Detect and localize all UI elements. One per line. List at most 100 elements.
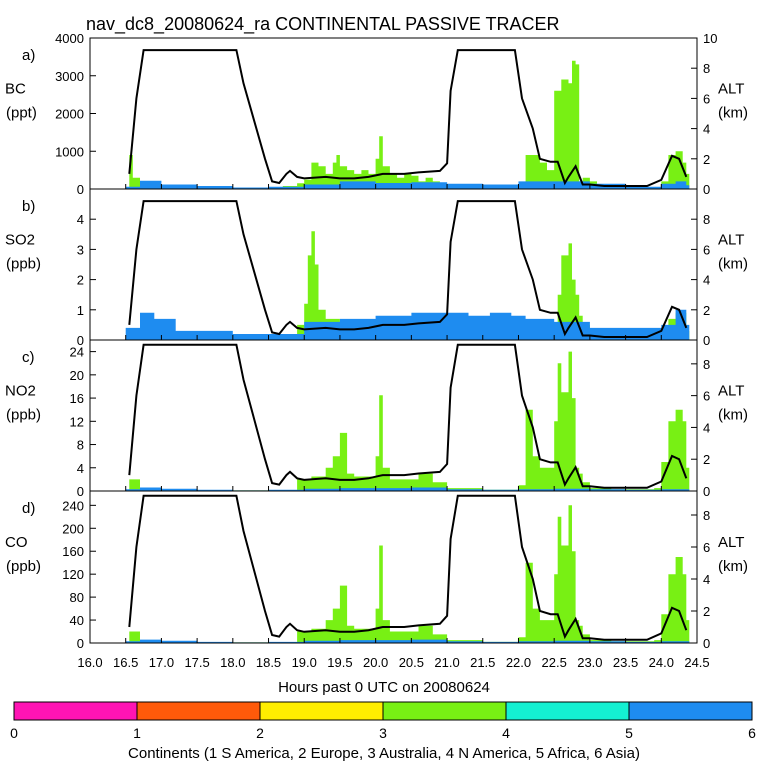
y-tick-label: 0	[77, 636, 84, 651]
y2-tick-label: 10	[703, 31, 717, 46]
altitude-line	[128, 494, 688, 641]
panel-letter: a)	[22, 47, 35, 64]
colorbar-swatch	[628, 701, 753, 721]
continent-colorbar: 0 1 2 3 4 5 6	[10, 701, 756, 741]
altitude-line	[128, 49, 688, 187]
panel-4: 0 40 80 120 160 200 240 0 2 4 6 8 d) CO (ppb) ALT (km)	[5, 490, 748, 651]
panel-letter: d)	[22, 500, 35, 517]
panel-1: 0 1000 2000 3000 4000 0 2 4 6 8 10 a) BC (ppt) ALT (km)	[5, 31, 748, 197]
x-tick-label: 23.0	[577, 655, 602, 670]
colorbar-swatch	[136, 701, 261, 721]
y2-axis-label: ALT	[718, 383, 744, 400]
colorbar-label: Continents (1 S America, 2 Europe, 3 Aus…	[128, 745, 640, 762]
y-tick-label: 24	[70, 345, 84, 360]
x-tick-label: 22.5	[542, 655, 567, 670]
y2-tick-label: 8	[703, 508, 710, 523]
y2-tick-label: 0	[703, 484, 710, 499]
y2-tick-label: 2	[703, 152, 710, 167]
y2-tick-label: 8	[703, 61, 710, 76]
y2-axis-units: (km)	[718, 558, 748, 575]
x-tick-label: 24.5	[684, 655, 709, 670]
y2-tick-label: 4	[703, 420, 710, 435]
y2-tick-label: 6	[703, 389, 710, 404]
y-tick-label: 240	[62, 498, 84, 513]
y-tick-label: 0	[77, 182, 84, 197]
x-axis: 16.0 16.5 17.0 17.5 18.0 18.5 19.0 19.5 20.0 20.5…	[77, 655, 709, 670]
y2-tick-label: 0	[703, 636, 710, 651]
x-tick-label: 18.0	[220, 655, 245, 670]
colorbar-tick-label: 2	[256, 725, 264, 741]
y-tick-label: 80	[70, 590, 84, 605]
y2-tick-label: 0	[703, 182, 710, 197]
series-area-asia	[125, 180, 690, 189]
y2-tick-label: 4	[703, 122, 710, 137]
x-tick-label: 21.5	[470, 655, 495, 670]
y2-tick-label: 6	[703, 242, 710, 257]
y-tick-label: 2000	[55, 107, 84, 122]
series-area-asia	[125, 639, 690, 643]
y-axis-units: (ppb)	[6, 407, 41, 424]
y-tick-label: 0	[77, 333, 84, 348]
x-tick-label: 22.0	[506, 655, 531, 670]
x-tick-label: 18.5	[256, 655, 281, 670]
y-tick-label: 4	[77, 461, 84, 476]
x-axis-label: Hours past 0 UTC on 20080624	[278, 679, 490, 696]
x-tick-label: 17.5	[184, 655, 209, 670]
colorbar-tick-label: 5	[625, 725, 633, 741]
y-tick-label: 120	[62, 567, 84, 582]
y-tick-label: 3	[77, 242, 84, 257]
y2-tick-label: 2	[703, 604, 710, 619]
y-tick-label: 8	[77, 438, 84, 453]
y-tick-label: 40	[70, 613, 84, 628]
y2-tick-label: 0	[703, 333, 710, 348]
colorbar-tick-label: 3	[379, 725, 387, 741]
y2-tick-label: 6	[703, 91, 710, 106]
y-tick-label: 0	[77, 484, 84, 499]
x-tick-label: 24.0	[649, 655, 674, 670]
x-tick-label: 20.5	[399, 655, 424, 670]
y-axis-units: (ppb)	[6, 558, 41, 575]
y2-tick-label: 6	[703, 540, 710, 555]
y-tick-label: 160	[62, 544, 84, 559]
x-tick-label: 19.0	[292, 655, 317, 670]
y2-tick-label: 8	[703, 212, 710, 227]
y2-axis-label: ALT	[718, 534, 744, 551]
panels: 010002000300040000246810a)BC(ppt)ALT(km)…	[5, 31, 748, 651]
y-tick-label: 4	[77, 212, 84, 227]
x-tick-label: 20.0	[363, 655, 388, 670]
y2-tick-label: 2	[703, 452, 710, 467]
y-tick-label: 4000	[55, 31, 84, 46]
y2-axis-label: ALT	[718, 81, 744, 98]
y2-tick-label: 4	[703, 273, 710, 288]
panel-2: 0 1 2 3 4 0 2 4 6 8 b) SO2 (ppb) ALT (km)	[5, 188, 748, 348]
panel-frame	[89, 37, 698, 190]
colorbar-tick-label: 1	[133, 725, 141, 741]
y-axis-units: (ppt)	[6, 105, 37, 122]
y-tick-label: 1000	[55, 144, 84, 159]
y-tick-label: 200	[62, 521, 84, 536]
colorbar-swatch	[505, 701, 630, 721]
y-tick-label: 1	[77, 303, 84, 318]
panel-frame	[89, 490, 698, 644]
y2-axis-units: (km)	[718, 407, 748, 424]
panel-letter: b)	[22, 198, 35, 215]
y-tick-label: 2	[77, 273, 84, 288]
colorbar-tick-label: 0	[10, 725, 18, 741]
y-axis-units: (ppb)	[6, 256, 41, 273]
panel-letter: c)	[22, 349, 35, 366]
y-axis-label: SO2	[5, 232, 35, 249]
colorbar-swatch	[13, 701, 138, 721]
y-tick-label: 16	[70, 391, 84, 406]
y-axis-label: BC	[5, 81, 26, 98]
altitude-line	[128, 200, 688, 338]
y2-axis-label: ALT	[718, 232, 744, 249]
x-tick-label: 23.5	[613, 655, 638, 670]
y-axis-label: CO	[5, 534, 28, 551]
series-area-n-america	[129, 60, 690, 190]
colorbar-tick-label: 4	[502, 725, 510, 741]
y2-tick-label: 2	[703, 303, 710, 318]
x-tick-label: 17.0	[149, 655, 174, 670]
colorbar-swatch	[382, 701, 507, 721]
figure-title: nav_dc8_20080624_ra CONTINENTAL PASSIVE …	[86, 14, 560, 35]
